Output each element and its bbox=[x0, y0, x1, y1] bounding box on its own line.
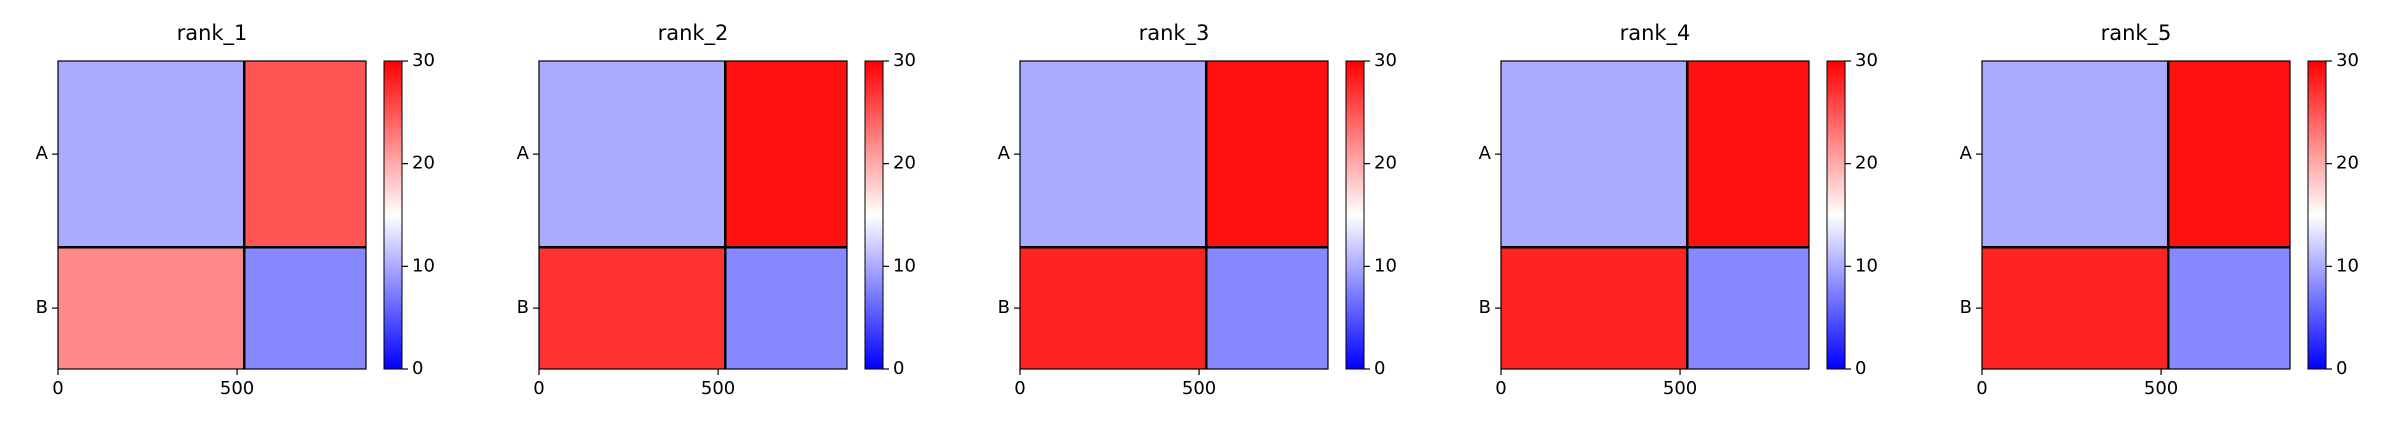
colorbar-tick-label: 10 bbox=[2336, 255, 2359, 276]
x-tick-label: 500 bbox=[1663, 378, 1697, 399]
colorbar-tick-label: 0 bbox=[1374, 358, 1385, 379]
colorbar-tick-label: 20 bbox=[1374, 153, 1397, 174]
y-tick-label: B bbox=[1479, 297, 1491, 318]
colorbar-tick-label: 10 bbox=[412, 255, 435, 276]
colorbar bbox=[1826, 60, 1846, 370]
x-tick-label: 500 bbox=[2144, 378, 2178, 399]
heatmap-cell bbox=[1982, 61, 2169, 248]
colorbar bbox=[2307, 60, 2327, 370]
heatmap-cell bbox=[244, 61, 366, 248]
colorbar-tick-label: 0 bbox=[412, 358, 423, 379]
y-tick-label: A bbox=[36, 143, 49, 164]
y-tick-label: A bbox=[1960, 143, 1973, 164]
colorbar-tick-label: 20 bbox=[1855, 153, 1878, 174]
heatmap-cell bbox=[1501, 247, 1688, 369]
panel-title: rank_1 bbox=[177, 21, 248, 46]
axes-frame bbox=[57, 60, 367, 370]
y-tick-label: B bbox=[1960, 297, 1972, 318]
y-tick-label: A bbox=[1479, 143, 1492, 164]
heatmap-cell bbox=[1687, 247, 1809, 369]
colorbar-tick-label: 10 bbox=[1374, 255, 1397, 276]
colorbar-tick-label: 10 bbox=[893, 255, 916, 276]
x-tick-label: 500 bbox=[220, 378, 254, 399]
colorbar-tick-label: 30 bbox=[1374, 50, 1397, 71]
x-tick-label: 0 bbox=[1976, 378, 1987, 399]
x-tick-label: 500 bbox=[701, 378, 735, 399]
x-tick-label: 500 bbox=[1182, 378, 1216, 399]
colorbar bbox=[864, 60, 884, 370]
heatmap-cell bbox=[539, 61, 726, 248]
x-tick-label: 0 bbox=[1014, 378, 1025, 399]
heatmap-cell bbox=[1687, 61, 1809, 248]
y-tick-label: B bbox=[36, 297, 48, 318]
axes-frame bbox=[1981, 60, 2291, 370]
heatmap-cell bbox=[725, 61, 847, 248]
y-tick-label: A bbox=[998, 143, 1011, 164]
x-tick-label: 0 bbox=[52, 378, 63, 399]
y-tick-label: B bbox=[998, 297, 1010, 318]
colorbar-tick-label: 20 bbox=[893, 153, 916, 174]
colorbar-tick-label: 0 bbox=[1855, 358, 1866, 379]
panel-title: rank_2 bbox=[658, 21, 729, 46]
colorbar-tick-label: 30 bbox=[2336, 50, 2359, 71]
heatmap-cell bbox=[2168, 247, 2290, 369]
heatmap-cell bbox=[244, 247, 366, 369]
heatmap-cell bbox=[2168, 61, 2290, 248]
colorbar-tick-label: 20 bbox=[412, 153, 435, 174]
panel-title: rank_5 bbox=[2101, 21, 2172, 46]
heatmap-cell bbox=[1206, 247, 1328, 369]
axes-frame bbox=[1500, 60, 1810, 370]
y-tick-label: A bbox=[517, 143, 530, 164]
colorbar bbox=[383, 60, 403, 370]
heatmap-cell bbox=[725, 247, 847, 369]
colorbar-tick-label: 30 bbox=[893, 50, 916, 71]
heatmap-cell bbox=[1982, 247, 2169, 369]
colorbar-tick-label: 20 bbox=[2336, 153, 2359, 174]
axes-frame bbox=[1019, 60, 1329, 370]
colorbar-tick-label: 30 bbox=[1855, 50, 1878, 71]
colorbar-tick-label: 30 bbox=[412, 50, 435, 71]
colorbar-tick-label: 0 bbox=[893, 358, 904, 379]
heatmap-cell bbox=[1020, 247, 1207, 369]
heatmap-cell bbox=[1020, 61, 1207, 248]
heatmap-cell bbox=[539, 247, 726, 369]
heatmap-cell bbox=[58, 247, 245, 369]
colorbar bbox=[1345, 60, 1365, 370]
x-tick-label: 0 bbox=[1495, 378, 1506, 399]
colorbar-tick-label: 0 bbox=[2336, 358, 2347, 379]
heatmap-cell bbox=[1501, 61, 1688, 248]
heatmap-cell bbox=[58, 61, 245, 248]
x-tick-label: 0 bbox=[533, 378, 544, 399]
heatmap-cell bbox=[1206, 61, 1328, 248]
axes-frame bbox=[538, 60, 848, 370]
panel-title: rank_3 bbox=[1139, 21, 1210, 46]
y-tick-label: B bbox=[517, 297, 529, 318]
colorbar-tick-label: 10 bbox=[1855, 255, 1878, 276]
panel-title: rank_4 bbox=[1620, 21, 1691, 46]
